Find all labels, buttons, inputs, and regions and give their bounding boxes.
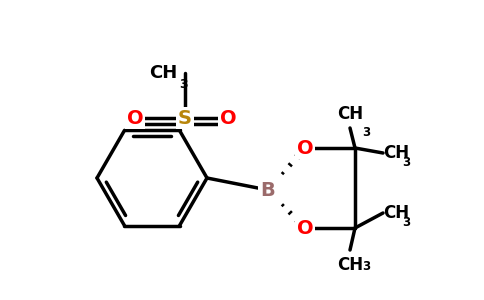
Text: 3: 3 bbox=[402, 156, 410, 169]
Text: 3: 3 bbox=[179, 78, 188, 91]
Text: CH: CH bbox=[149, 64, 177, 82]
Text: S: S bbox=[178, 109, 192, 128]
Text: B: B bbox=[260, 181, 275, 200]
Text: CH: CH bbox=[337, 256, 363, 274]
Text: 3: 3 bbox=[402, 216, 410, 229]
Text: CH: CH bbox=[383, 204, 409, 222]
Text: CH: CH bbox=[383, 144, 409, 162]
Text: 3: 3 bbox=[362, 126, 370, 139]
Text: O: O bbox=[220, 109, 236, 128]
Text: O: O bbox=[297, 218, 313, 238]
Text: O: O bbox=[127, 109, 143, 128]
Text: CH: CH bbox=[337, 105, 363, 123]
Text: 3: 3 bbox=[362, 260, 370, 273]
Text: O: O bbox=[297, 139, 313, 158]
